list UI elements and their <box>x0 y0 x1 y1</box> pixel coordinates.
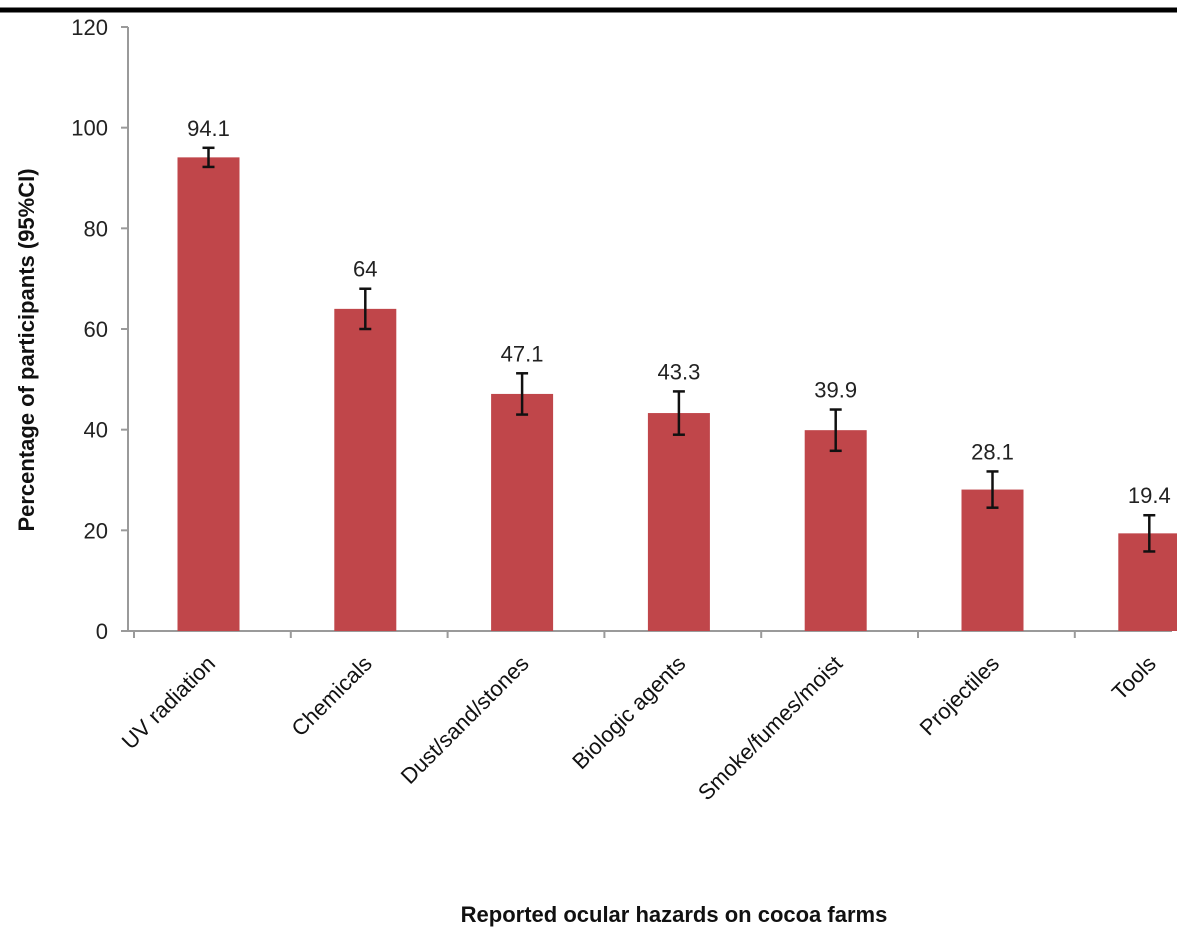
category-labels-group: UV radiation Chemicals Dust/sand/stones Bio… <box>117 651 1161 805</box>
category-label: Biologic agents <box>567 651 690 774</box>
error-bar <box>202 146 215 169</box>
data-label: 39.9 <box>814 378 857 403</box>
error-bar <box>1143 513 1156 553</box>
error-bar <box>672 390 685 436</box>
data-labels-group: 94.1 64 47.1 43.3 39.9 28.1 19.4 <box>187 116 1171 508</box>
category-label: Projectiles <box>915 651 1004 740</box>
bar <box>961 489 1024 631</box>
data-label: 47.1 <box>501 341 544 366</box>
bar <box>334 308 397 631</box>
data-label: 28.1 <box>971 439 1014 464</box>
y-tick-label: 60 <box>84 317 108 342</box>
data-label: 19.4 <box>1128 483 1171 508</box>
bars-group <box>177 157 1177 631</box>
error-bar <box>359 287 372 331</box>
category-label: Smoke/fumes/moist <box>693 651 847 805</box>
bar <box>647 413 710 631</box>
data-label: 64 <box>353 257 377 282</box>
x-axis-title: Reported ocular hazards on cocoa farms <box>461 902 888 927</box>
y-tick-label: 40 <box>84 418 108 443</box>
error-bar <box>516 372 529 416</box>
category-label: UV radiation <box>117 651 220 754</box>
y-tick-label: 80 <box>84 216 108 241</box>
data-label: 94.1 <box>187 116 230 141</box>
category-label: Dust/sand/stones <box>396 651 534 789</box>
y-axis: 0 20 40 60 80 100 120 <box>71 15 129 644</box>
y-tick-label: 20 <box>84 518 108 543</box>
data-label: 43.3 <box>657 359 700 384</box>
x-axis <box>128 630 1172 638</box>
error-bars-group <box>202 146 1156 553</box>
bar <box>804 430 867 631</box>
y-axis-title: Percentage of participants (95%CI) <box>14 168 39 531</box>
bar <box>177 157 240 631</box>
bar <box>491 393 554 631</box>
category-label: Tools <box>1107 651 1161 705</box>
bar <box>1118 533 1177 631</box>
category-label: Chemicals <box>287 651 377 741</box>
y-tick-label: 100 <box>71 116 108 141</box>
y-tick-label: 0 <box>96 619 108 644</box>
error-bar <box>829 408 842 453</box>
y-tick-label: 120 <box>71 15 108 40</box>
error-bar <box>986 470 999 509</box>
